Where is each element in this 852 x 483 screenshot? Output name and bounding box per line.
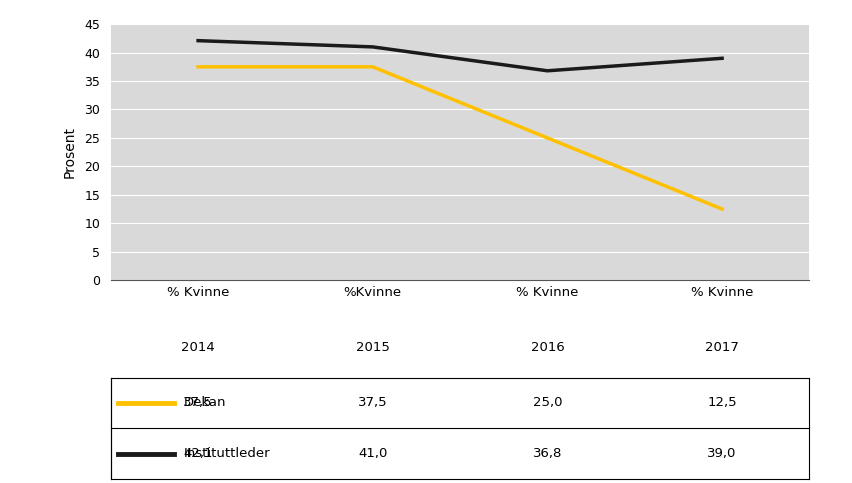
Text: Dekan: Dekan <box>184 397 227 410</box>
Text: 2016: 2016 <box>531 341 564 354</box>
Text: Instituttleder: Instituttleder <box>184 447 271 460</box>
Text: 12,5: 12,5 <box>707 397 737 410</box>
Text: % Kvinne: % Kvinne <box>691 286 753 299</box>
Text: 37,5: 37,5 <box>183 397 213 410</box>
Text: % Kvinne: % Kvinne <box>167 286 229 299</box>
Text: 41,0: 41,0 <box>358 447 388 460</box>
Text: 2014: 2014 <box>181 341 215 354</box>
Y-axis label: Prosent: Prosent <box>62 126 76 178</box>
Text: 39,0: 39,0 <box>707 447 737 460</box>
Text: 37,5: 37,5 <box>358 397 388 410</box>
Text: 2015: 2015 <box>356 341 389 354</box>
Text: %Kvinne: %Kvinne <box>343 286 402 299</box>
Text: 25,0: 25,0 <box>532 397 562 410</box>
Text: % Kvinne: % Kvinne <box>516 286 579 299</box>
Text: 42,1: 42,1 <box>183 447 213 460</box>
Text: 2017: 2017 <box>705 341 739 354</box>
Text: 36,8: 36,8 <box>532 447 562 460</box>
